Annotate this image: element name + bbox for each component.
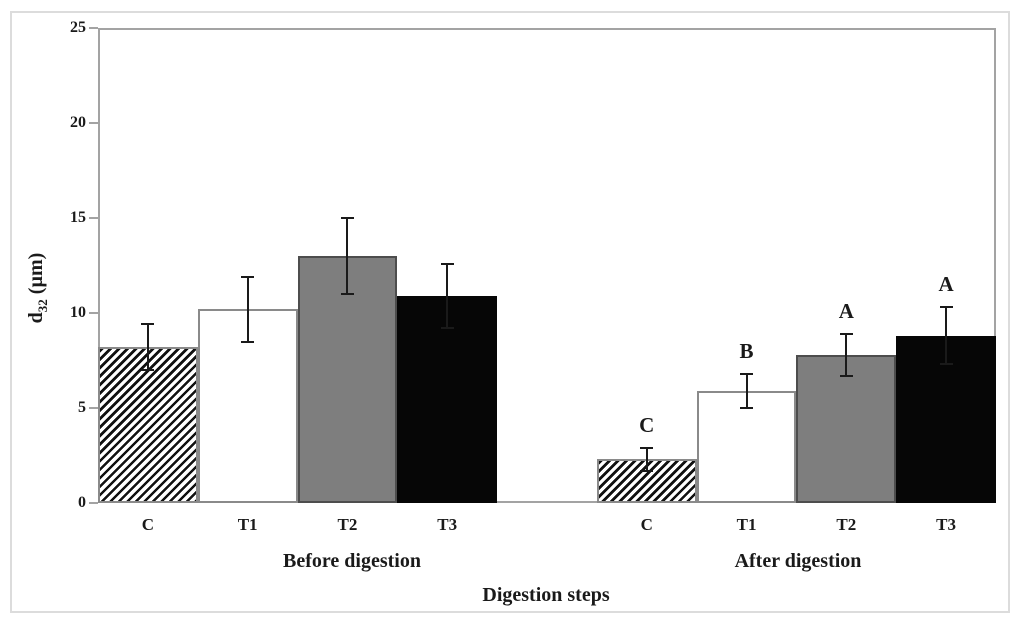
error-bar-before-digestion-C-top-cap [141,323,155,326]
error-bar-after-digestion-T3-bottom-cap [939,363,953,366]
y-tick-mark-0 [89,502,98,504]
error-bar-before-digestion-T3 [446,263,449,329]
sig-letter-T2-1: A [838,298,854,323]
error-bar-before-digestion-T2-bottom-cap [340,293,354,295]
error-bar-after-digestion-T2-top-cap [839,332,853,335]
y-tick-mark-5 [89,407,98,409]
error-bar-after-digestion-C [645,447,648,471]
sig-letter-T3-1: A [938,272,954,297]
error-bar-before-digestion-T3-top-cap [440,262,454,265]
error-bar-before-digestion-T2 [346,218,349,294]
error-bar-after-digestion-T2-bottom-cap [839,374,853,377]
sig-letter-T1-1: B [739,338,754,363]
error-bar-before-digestion-T1-top-cap [241,275,255,278]
group-label-after-digestion: After digestion [734,550,862,572]
y-tick-label-20: 20 [70,114,86,131]
error-bar-before-digestion-T2-top-cap [340,217,354,219]
error-bar-after-digestion-T1 [745,373,748,408]
error-bar-before-digestion-C-bottom-cap [141,369,155,371]
error-bar-after-digestion-T2 [845,333,848,376]
y-tick-mark-15 [89,217,98,219]
error-bar-after-digestion-C-top-cap [640,446,654,449]
error-bar-after-digestion-T1-bottom-cap [740,407,754,409]
y-tick-label-15: 15 [70,209,86,226]
x-category-label-C-0: C [141,515,155,534]
x-category-label-T3-0: T3 [437,515,458,534]
error-bar-after-digestion-T3-top-cap [939,306,953,309]
x-category-label-T1-0: T1 [237,515,258,534]
y-tick-label-10: 10 [70,304,86,321]
x-category-label-C-1: C [640,515,653,534]
y-axis-title-unit: (µm) [25,252,47,300]
bar-before-digestion-C [98,347,198,503]
bar-before-digestion-T2 [297,256,398,503]
bar-after-digestion-T1 [696,390,797,503]
error-bar-after-digestion-T1-top-cap [740,372,754,375]
x-category-label-T2-1: T2 [836,515,857,534]
error-bar-before-digestion-T3-bottom-cap [440,327,454,330]
x-axis-title: Digestion steps [482,584,610,606]
sig-letter-C-1: C [639,412,655,437]
error-bar-after-digestion-T3 [945,307,948,365]
x-category-label-T2-0: T2 [337,515,358,534]
bar-after-digestion-T2 [796,354,897,503]
error-bar-before-digestion-C [146,324,149,370]
error-bar-before-digestion-T1-bottom-cap [241,340,255,343]
y-tick-label-25: 25 [70,19,86,36]
x-category-label-T3-1: T3 [936,515,957,534]
error-bar-after-digestion-C-bottom-cap [640,469,654,472]
y-tick-mark-10 [89,312,98,314]
x-category-label-T1-1: T1 [736,515,757,534]
error-bar-before-digestion-T1 [246,276,249,342]
y-tick-label-0: 0 [78,494,86,511]
group-label-before-digestion: Before digestion [283,550,421,572]
y-tick-mark-25 [89,27,98,29]
y-tick-mark-20 [89,122,98,124]
y-tick-label-5: 5 [78,399,86,416]
